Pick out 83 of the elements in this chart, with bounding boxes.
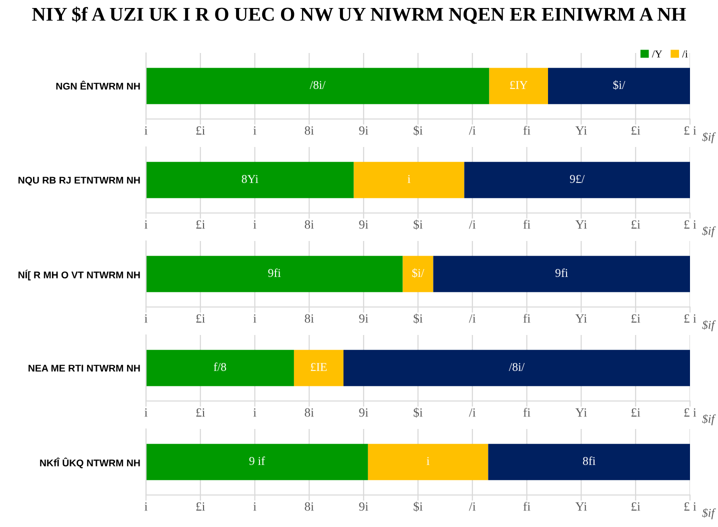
text: Yi xyxy=(575,408,587,417)
text: £ i xyxy=(684,314,696,323)
text: £i xyxy=(196,126,206,135)
text: $i xyxy=(414,126,423,136)
text: £ i xyxy=(684,502,696,511)
annotation: $i/ xyxy=(613,80,626,90)
text: i xyxy=(253,502,256,511)
text: i xyxy=(253,126,256,135)
annotation: /8i/ xyxy=(310,80,326,89)
text: fi xyxy=(523,126,530,135)
text: Yi xyxy=(575,502,587,511)
text: $i xyxy=(414,220,423,230)
text: $i xyxy=(414,408,423,418)
annotation: £IY xyxy=(510,81,528,89)
annotation: 9fi xyxy=(268,268,281,277)
text: i xyxy=(144,408,148,417)
text: 8i xyxy=(304,408,314,417)
annotation: f/8 xyxy=(214,362,226,371)
x-axis-title: $if xyxy=(702,320,716,332)
annotation: 8fi xyxy=(582,456,596,465)
text: 9i xyxy=(359,220,368,229)
annotation: 9£/ xyxy=(570,175,585,183)
annotation: i xyxy=(408,175,410,183)
text: £ i xyxy=(684,408,696,417)
x-axis-title: $if xyxy=(702,226,716,238)
text: fi xyxy=(523,220,530,229)
chart-title: NIY $f A UZI UK I R O UEC O NW UY NIWRM NQEN ER EINIWRM A NH xyxy=(32,6,686,24)
text: £i xyxy=(196,220,206,229)
text: Yi xyxy=(575,314,587,323)
text: Yi xyxy=(575,126,587,135)
text: £i xyxy=(631,220,640,229)
text: /i xyxy=(468,126,476,135)
text: i xyxy=(144,314,148,323)
text: £i xyxy=(196,314,206,323)
annotation: 9 if xyxy=(249,456,266,465)
text: /i xyxy=(468,314,476,323)
text: /i xyxy=(468,502,476,511)
text: £i xyxy=(196,408,206,417)
text: 8i xyxy=(304,314,314,323)
text: i xyxy=(253,408,256,417)
text: 8i xyxy=(304,502,314,511)
y-tick-label: NQU RB RJ ETNTWRM NH xyxy=(18,176,140,186)
text: i xyxy=(144,502,148,511)
text: £i xyxy=(631,126,640,135)
text: £ i xyxy=(684,220,696,229)
text: fi xyxy=(523,314,530,323)
text: /i xyxy=(468,220,476,229)
text: i xyxy=(144,126,148,135)
annotation: £IE xyxy=(310,363,327,371)
text: 9i xyxy=(359,408,368,417)
text: 9i xyxy=(359,314,368,323)
text: £i xyxy=(631,314,640,323)
text: $i xyxy=(414,502,423,512)
annotation: 9fi xyxy=(555,268,568,277)
text: /i xyxy=(468,408,476,417)
legend-label: /Y xyxy=(652,50,662,58)
text: Yi xyxy=(575,220,587,229)
x-axis-title: $if xyxy=(702,508,716,520)
annotation: i xyxy=(426,457,430,465)
y-tick-label: NÍ[ R MH O VT NTWRM NH xyxy=(18,270,140,280)
text: 8i xyxy=(304,220,314,229)
annotation: $i/ xyxy=(412,268,424,278)
text: fi xyxy=(523,408,530,417)
text: 9i xyxy=(359,502,368,511)
text: 8i xyxy=(304,126,314,135)
annotation: 8Yi xyxy=(242,174,258,183)
y-tick-label: NEA ME RTI NTWRM NH xyxy=(28,364,140,372)
x-axis-title: $if xyxy=(702,132,716,144)
legend-label: /i xyxy=(682,50,688,58)
x-axis-title: $if xyxy=(702,414,716,426)
text: £i xyxy=(631,408,640,417)
text: £i xyxy=(631,502,640,511)
text: £ i xyxy=(684,126,696,135)
text: $i xyxy=(414,314,423,324)
text: £i xyxy=(196,502,206,511)
text: i xyxy=(144,220,148,229)
text: 9i xyxy=(359,126,368,135)
annotation: /8i/ xyxy=(508,362,525,371)
y-tick-label: NKfÎ ÛKQ NTWRM NH xyxy=(40,458,140,468)
text: fi xyxy=(523,502,530,511)
text: i xyxy=(253,220,256,229)
text: i xyxy=(253,314,256,323)
y-tick-label: NGN ÊNTWRM NH xyxy=(56,80,140,90)
